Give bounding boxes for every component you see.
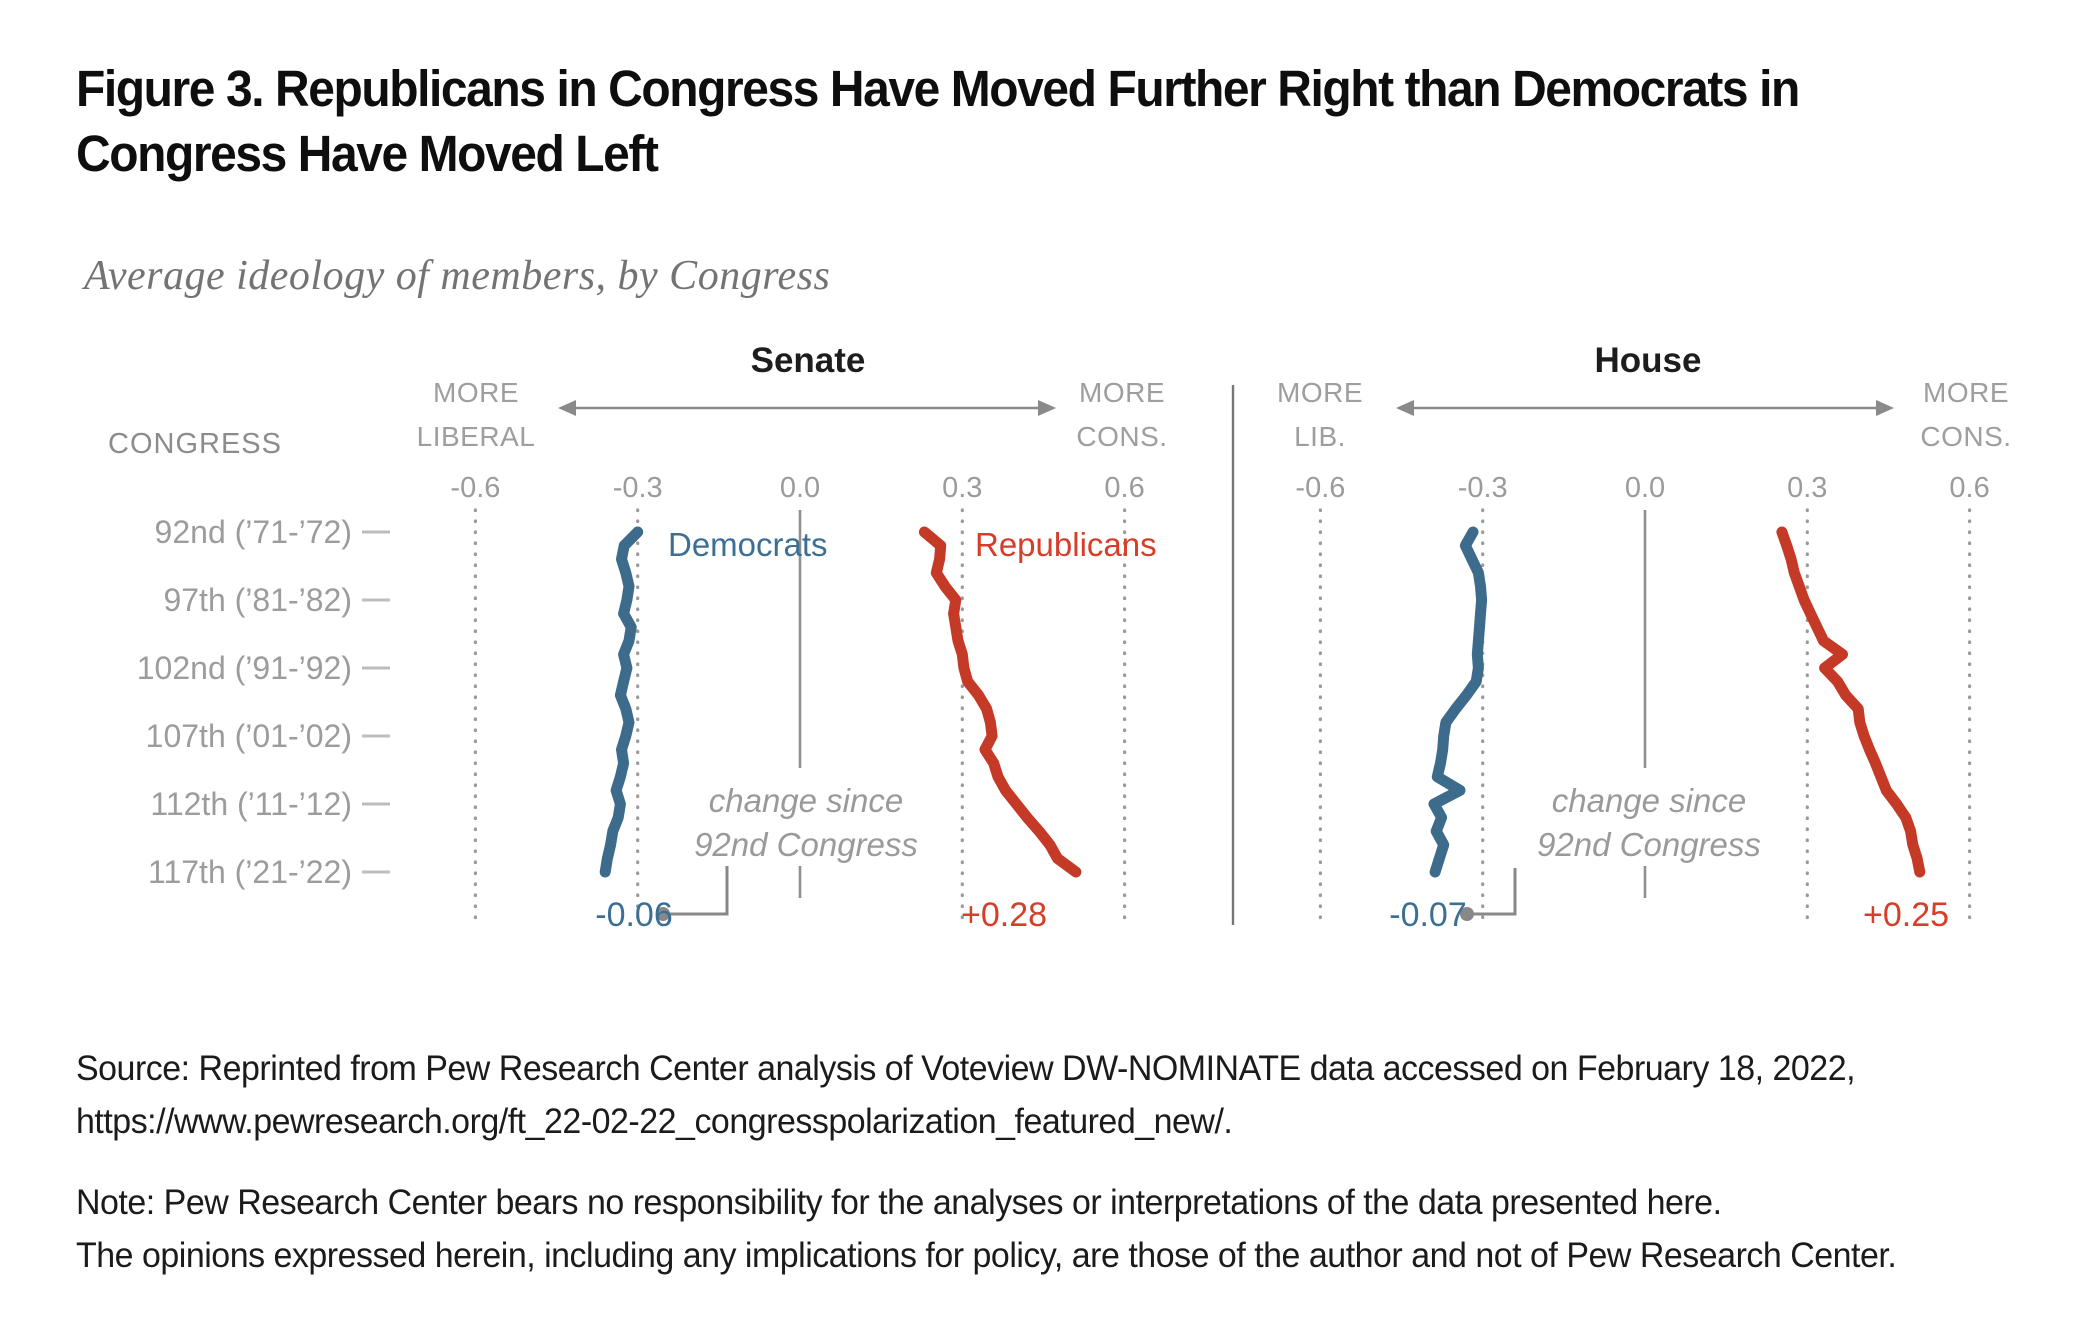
- senate-tick-label: -0.6: [450, 472, 500, 504]
- house-republican-line: [1776, 526, 1926, 878]
- senate-tick-label: 0.3: [942, 472, 982, 504]
- senate-panel-title: Senate: [751, 341, 866, 380]
- senate-more-liberal-label-line1: MORE: [433, 377, 519, 408]
- senate-leader-line: [665, 866, 729, 916]
- republicans-legend-label: Republicans: [975, 526, 1157, 563]
- gridlines: -0.6 -0.3 0.0 0.3 0.6 -0.6 -0.3 0.0 0.3 0.6: [450, 472, 1990, 926]
- senate-axis-arrow: [558, 400, 1056, 416]
- congress-row-label: 117th (’21-’22): [148, 854, 352, 890]
- senate-tick-label: 0.6: [1104, 472, 1144, 504]
- house-leader-line: [1469, 868, 1517, 916]
- figure-subtitle: Average ideology of members, by Congress: [84, 253, 831, 299]
- house-panel-title: House: [1595, 341, 1702, 380]
- data-series: [599, 526, 1926, 878]
- senate-change-note-line2: 92nd Congress: [694, 826, 918, 863]
- congress-row-label: 92nd (’71-’72): [155, 514, 352, 550]
- senate-tick-label: 0.0: [780, 472, 820, 504]
- house-more-lib-label-line1: MORE: [1277, 377, 1363, 408]
- senate-tick-label: -0.3: [613, 472, 663, 504]
- note-text: Note: Pew Research Center bears no respo…: [76, 1176, 2016, 1282]
- senate-republican-change-value: +0.28: [961, 896, 1047, 934]
- house-democrat-line: [1428, 526, 1488, 878]
- house-arrow-left-head-icon: [1396, 400, 1414, 416]
- house-tick-label: -0.3: [1458, 472, 1508, 504]
- congress-row-label: 107th (’01-’02): [146, 718, 352, 754]
- note-line-2: The opinions expressed herein, including…: [76, 1236, 1897, 1276]
- note-line-1: Note: Pew Research Center bears no respo…: [76, 1183, 1722, 1222]
- house-axis-arrow: [1396, 400, 1894, 416]
- senate-arrow-left-head-icon: [558, 400, 576, 416]
- senate-change-note-line1: change since: [709, 782, 903, 819]
- senate-more-cons-label-line1: MORE: [1079, 377, 1165, 408]
- congress-column-header: CONGRESS: [108, 428, 282, 460]
- house-leader-dot-icon: [1460, 907, 1474, 921]
- house-change-note-line1: change since: [1552, 782, 1746, 819]
- house-tick-label: 0.3: [1787, 472, 1827, 504]
- senate-republican-line: [918, 526, 1082, 878]
- senate-arrow-right-head-icon: [1038, 400, 1056, 416]
- source-line-1: Source: Reprinted from Pew Research Cent…: [76, 1049, 1856, 1088]
- house-republican-change-value: +0.25: [1863, 896, 1949, 934]
- house-more-cons-label-line2: CONS.: [1920, 421, 2011, 452]
- senate-leader-dot-icon: [656, 907, 670, 921]
- congress-row-label: 102nd (’91-’92): [137, 650, 352, 686]
- figure-title: Figure 3. Republicans in Congress Have M…: [76, 60, 1800, 183]
- house-tick-label: 0.0: [1625, 472, 1665, 504]
- senate-more-liberal-label-line2: LIBERAL: [417, 421, 536, 452]
- house-tick-label: -0.6: [1295, 472, 1345, 504]
- source-line-2: https://www.pewresearch.org/ft_22-02-22_…: [76, 1102, 1233, 1142]
- congress-rows: 92nd (’71-’72) 97th (’81-’82) 102nd (’91-’…: [137, 514, 390, 890]
- source-text: Source: Reprinted from Pew Research Cent…: [76, 1042, 2016, 1148]
- senate-democrat-change-value: -0.06: [595, 896, 673, 934]
- house-change-note-line2: 92nd Congress: [1537, 826, 1761, 863]
- house-more-cons-label-line1: MORE: [1923, 377, 2009, 408]
- senate-more-cons-label-line2: CONS.: [1076, 421, 1167, 452]
- democrats-legend-label: Democrats: [668, 526, 828, 563]
- congress-row-label: 112th (’11-’12): [150, 786, 352, 822]
- congress-row-label: 97th (’81-’82): [163, 582, 352, 618]
- house-tick-label: 0.6: [1949, 472, 1989, 504]
- house-democrat-change-value: -0.07: [1389, 896, 1467, 934]
- senate-democrat-line: [599, 526, 644, 878]
- house-more-lib-label-line2: LIB.: [1294, 421, 1346, 452]
- house-arrow-right-head-icon: [1876, 400, 1894, 416]
